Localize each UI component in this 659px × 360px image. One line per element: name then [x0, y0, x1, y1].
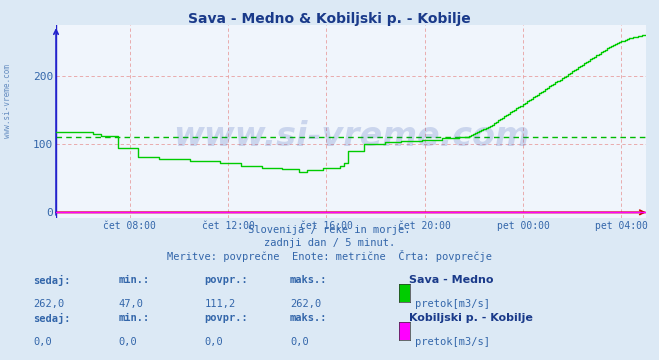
Text: pretok[m3/s]: pretok[m3/s]	[415, 299, 490, 309]
Text: zadnji dan / 5 minut.: zadnji dan / 5 minut.	[264, 238, 395, 248]
Text: povpr.:: povpr.:	[204, 313, 248, 323]
Text: maks.:: maks.:	[290, 313, 328, 323]
Text: www.si-vreme.com: www.si-vreme.com	[3, 64, 13, 138]
Text: min.:: min.:	[119, 275, 150, 285]
Text: Sava - Medno & Kobiljski p. - Kobilje: Sava - Medno & Kobiljski p. - Kobilje	[188, 12, 471, 26]
Text: 47,0: 47,0	[119, 299, 144, 309]
Text: 262,0: 262,0	[33, 299, 64, 309]
Text: min.:: min.:	[119, 313, 150, 323]
Text: povpr.:: povpr.:	[204, 275, 248, 285]
Text: maks.:: maks.:	[290, 275, 328, 285]
Text: 0,0: 0,0	[119, 337, 137, 347]
Text: Sava - Medno: Sava - Medno	[409, 275, 493, 285]
Text: 0,0: 0,0	[33, 337, 51, 347]
Text: Meritve: povprečne  Enote: metrične  Črta: povprečje: Meritve: povprečne Enote: metrične Črta:…	[167, 250, 492, 262]
Text: Kobiljski p. - Kobilje: Kobiljski p. - Kobilje	[409, 313, 532, 323]
Text: 0,0: 0,0	[290, 337, 308, 347]
Text: sedaj:: sedaj:	[33, 313, 71, 324]
Text: 111,2: 111,2	[204, 299, 235, 309]
Text: pretok[m3/s]: pretok[m3/s]	[415, 337, 490, 347]
Text: 262,0: 262,0	[290, 299, 321, 309]
Text: Slovenija / reke in morje.: Slovenija / reke in morje.	[248, 225, 411, 235]
Text: 0,0: 0,0	[204, 337, 223, 347]
Text: sedaj:: sedaj:	[33, 275, 71, 287]
Text: www.si-vreme.com: www.si-vreme.com	[173, 120, 529, 153]
